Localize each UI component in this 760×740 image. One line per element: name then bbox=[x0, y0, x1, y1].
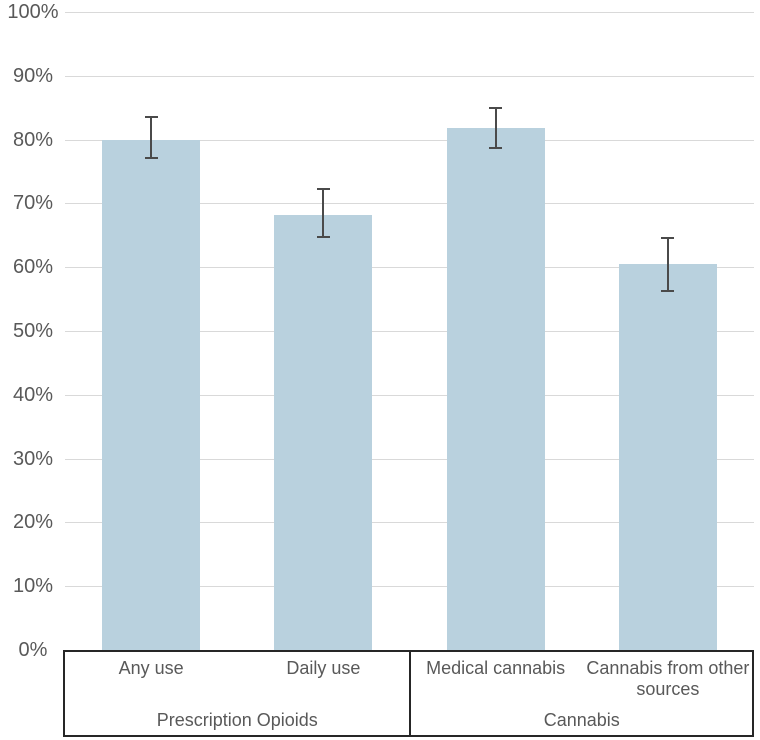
y-tick-label-60: 60% bbox=[12, 256, 54, 279]
gridline-30 bbox=[65, 458, 754, 460]
y-tick-label-0: 0% bbox=[18, 639, 48, 661]
gridline-70 bbox=[65, 203, 754, 205]
group-label-cannabis: Cannabis bbox=[543, 710, 620, 730]
gridline-50 bbox=[65, 331, 754, 332]
y-tick-label-50: 50% bbox=[12, 320, 54, 342]
x-axis-box: Any use Daily use Medical cannabis Cannabis… bbox=[63, 650, 754, 737]
error-bar-cap-medical-cannabis bbox=[489, 106, 503, 109]
y-tick-label-20: 20% bbox=[12, 511, 54, 534]
error-bar-cap-daily-use bbox=[316, 187, 330, 190]
bar-cannabis-from-other-sources bbox=[618, 264, 717, 650]
category-label-any-use: Any use bbox=[118, 658, 184, 678]
error-bar-cap-any-use bbox=[144, 157, 158, 160]
gridline-40 bbox=[65, 394, 754, 396]
y-tick-label-80: 80% bbox=[12, 128, 54, 151]
category-label-daily-use: Daily use bbox=[286, 658, 361, 678]
gridline-100 bbox=[65, 12, 754, 13]
bar-daily-use bbox=[274, 214, 373, 650]
gridline-80 bbox=[65, 139, 754, 141]
category-label-cannabis-from-other-sources: Cannabis from other sources bbox=[586, 658, 750, 699]
error-bar-cap-medical-cannabis bbox=[489, 146, 503, 149]
gridline-60 bbox=[65, 267, 754, 269]
group-divider-line bbox=[408, 652, 411, 735]
category-label-medical-cannabis: Medical cannabis bbox=[426, 658, 566, 678]
y-tick-label-100: 100% bbox=[7, 1, 59, 23]
error-bar-cap-cannabis-from-other-sources bbox=[661, 236, 675, 239]
y-tick-label-10: 10% bbox=[12, 575, 54, 598]
error-bar-cap-cannabis-from-other-sources bbox=[661, 289, 675, 292]
y-tick-label-40: 40% bbox=[12, 383, 54, 406]
y-tick-label-30: 30% bbox=[12, 447, 54, 470]
y-tick-label-90: 90% bbox=[12, 64, 54, 87]
error-bar-cannabis-from-other-sources bbox=[666, 237, 669, 291]
error-bar-daily-use bbox=[322, 188, 325, 238]
group-label-prescription-opioids: Prescription Opioids bbox=[156, 710, 318, 730]
gridline-10 bbox=[65, 586, 754, 588]
gridline-90 bbox=[65, 75, 754, 77]
y-tick-label-70: 70% bbox=[12, 192, 54, 215]
error-bar-cap-daily-use bbox=[316, 236, 330, 239]
error-bar-cap-any-use bbox=[144, 116, 158, 119]
error-bar-medical-cannabis bbox=[494, 107, 497, 148]
gridline-20 bbox=[65, 522, 754, 524]
error-bar-any-use bbox=[150, 117, 153, 159]
bar-any-use bbox=[102, 139, 201, 650]
bar-medical-cannabis bbox=[446, 128, 545, 650]
